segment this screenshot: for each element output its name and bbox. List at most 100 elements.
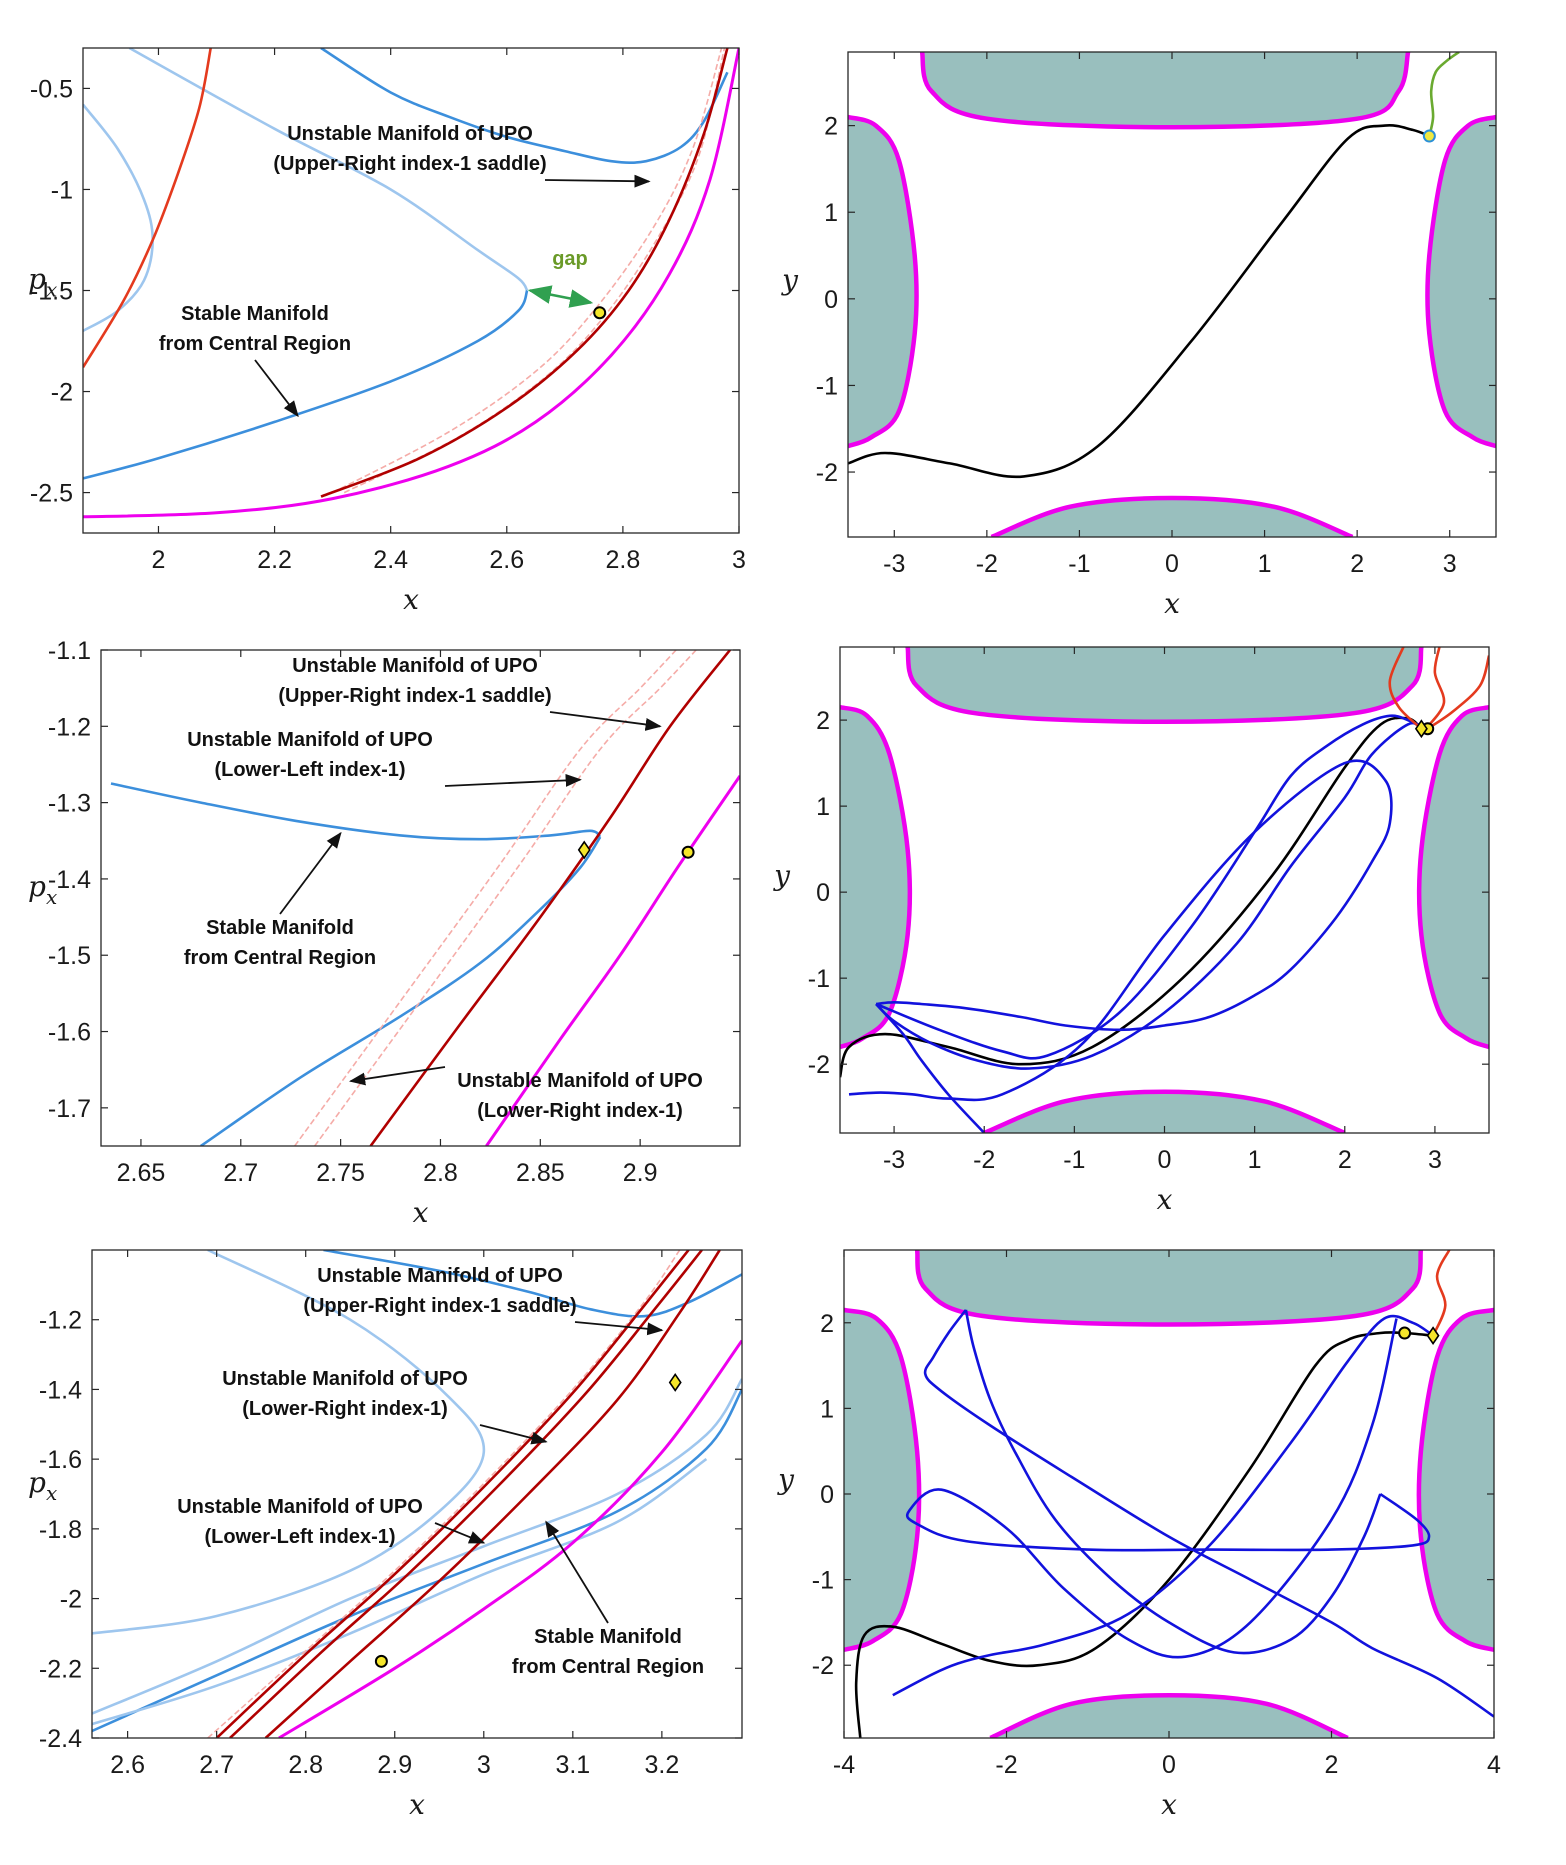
- series-line-orbit-2: [875, 721, 1425, 1070]
- x-tick-label: -1: [1068, 550, 1090, 578]
- y-tick-label: -2: [808, 1051, 830, 1079]
- y-tick-label: -1.4: [48, 866, 91, 894]
- x-tick-label: 3.1: [555, 1751, 590, 1779]
- x-tick-label: 1: [1248, 1146, 1262, 1174]
- annotation-arrow-icon: [574, 1321, 664, 1336]
- energy-boundary-bottom: [990, 495, 1354, 537]
- forbidden-region-right: [1418, 1309, 1494, 1650]
- chart-row1-right: -3 -2 -1 0 1 2 3 2 1 0 -1 -2 x y: [780, 51, 1497, 620]
- y-tick-label: 2: [820, 1310, 834, 1338]
- series-line-stable-left-arc: [83, 103, 155, 333]
- series-line-energy-boundary: [485, 775, 740, 1146]
- y-tick-label: -1.6: [48, 1019, 91, 1047]
- y-tick-label: -1.3: [48, 790, 91, 818]
- forbidden-region-bottom: [991, 498, 1353, 537]
- y-tick-label: -1.6: [39, 1446, 82, 1474]
- series-line-stable-bottom: [200, 836, 602, 1146]
- energy-boundary-top: [905, 647, 1424, 725]
- diamond-marker-icon: [668, 1373, 682, 1392]
- chart-row3-left: 2.6 2.7 2.8 2.9 3 3.1 3.2 -1.2 -1.4 -1.6 -1.8 -2 -2.…: [28, 1249, 743, 1821]
- circle-marker-icon: [1422, 129, 1436, 143]
- x-tick-label: 2.75: [316, 1159, 365, 1187]
- x-tick-label: 2.9: [623, 1159, 658, 1187]
- x-tick-label: -3: [883, 1146, 905, 1174]
- annotation-label: Unstable Manifold of UPO (Upper-Right ind…: [278, 655, 551, 707]
- y-tick-label: -2: [60, 1586, 82, 1614]
- energy-boundary-top: [914, 1250, 1424, 1327]
- y-tick-label: -2: [51, 379, 73, 407]
- series-line-orbit-1: [848, 759, 1393, 1102]
- series-line-stable-top-arc: [323, 1250, 742, 1318]
- series-line-stable-tongue-top: [128, 48, 529, 292]
- series-line-unstable-1: [1388, 647, 1423, 730]
- x-tick-label: 0: [1162, 1751, 1176, 1779]
- annotation-arrow-icon: [444, 773, 582, 787]
- x-tick-label: 2.4: [373, 546, 408, 574]
- chart-row1-left: 2 2.2 2.4 2.6 2.8 3 -0.5 -1 -1.5 -2 -2.5 x px Unstabl…: [28, 47, 746, 616]
- y-tick-label: 1: [816, 793, 830, 821]
- x-tick-label: 1: [1258, 550, 1272, 578]
- series-line-unstable-2: [1424, 647, 1446, 730]
- x-tick-label: 2.6: [489, 546, 524, 574]
- diamond-marker-icon: [577, 840, 591, 860]
- y-tick-label: 0: [824, 286, 838, 314]
- x-axis-label: x: [413, 1196, 429, 1229]
- series-line-unstable-light-1: [294, 650, 677, 1146]
- series-line-trajectory: [848, 124, 1430, 479]
- y-tick-label: -1.5: [48, 942, 91, 970]
- series-line-orbit-2: [923, 1309, 1494, 1718]
- annotation-label: Stable Manifold from Central Region: [184, 917, 376, 969]
- forbidden-region-top: [907, 647, 1422, 722]
- gap-double-arrow-icon: [527, 285, 594, 308]
- series-line-stable-tongue-bottom: [83, 290, 529, 480]
- annotation-label: Unstable Manifold of UPO (Upper-Right ind…: [303, 1265, 576, 1317]
- energy-boundary-top: [919, 52, 1411, 130]
- x-tick-label: 2.7: [199, 1751, 234, 1779]
- plot-area: [110, 650, 740, 1146]
- annotation-arrow-icon: [545, 1520, 609, 1624]
- x-tick-label: 3.2: [644, 1751, 679, 1779]
- series-line-orbit-1: [892, 1314, 1434, 1697]
- annotation-label: Unstable Manifold of UPO (Lower-Left inde…: [187, 729, 433, 781]
- x-tick-label: 2.2: [257, 546, 292, 574]
- x-tick-label: 3: [1443, 550, 1457, 578]
- forbidden-region-left: [844, 1309, 920, 1650]
- forbidden-region-left: [848, 117, 917, 447]
- energy-boundary-right: [1416, 1307, 1494, 1652]
- series-line-unstable-3: [1426, 655, 1489, 730]
- series-line-trajectory: [854, 1331, 1434, 1738]
- y-tick-label: 2: [824, 113, 838, 141]
- forbidden-region-left: [840, 707, 910, 1047]
- annotation-arrow-icon: [279, 831, 342, 915]
- axes-box: [100, 649, 741, 1147]
- series-line-unstable-light-1: [332, 48, 723, 494]
- series-line-orbit-4: [875, 714, 1425, 1060]
- energy-boundary-right: [1416, 705, 1489, 1050]
- y-tick-label: -1.4: [39, 1376, 82, 1404]
- energy-boundary-left: [844, 1307, 922, 1652]
- series-line-unstable-3: [264, 1250, 721, 1738]
- x-axis-label: x: [409, 1788, 425, 1821]
- y-tick-label: -2.4: [39, 1725, 82, 1753]
- x-tick-label: -4: [833, 1751, 855, 1779]
- y-tick-label: 0: [816, 879, 830, 907]
- x-tick-label: -2: [973, 1146, 995, 1174]
- annotation-arrow-icon: [434, 1522, 486, 1544]
- circle-marker-icon: [1398, 1326, 1412, 1340]
- annotation-arrow-icon: [544, 174, 651, 188]
- series-line-stable-top: [110, 782, 602, 841]
- x-axis-label: x: [1161, 1788, 1177, 1821]
- y-tick-label: -0.5: [30, 75, 73, 103]
- energy-boundary-bottom: [983, 1089, 1346, 1133]
- annotation-label: Unstable Manifold of UPO (Lower-Right ind…: [222, 1368, 468, 1420]
- axes-box: [82, 47, 740, 534]
- x-tick-label: -2: [995, 1751, 1017, 1779]
- series-line-unstable-left: [83, 48, 212, 368]
- y-tick-label: 2: [816, 707, 830, 735]
- forbidden-region-right: [1419, 707, 1489, 1047]
- y-tick-label: -1.2: [39, 1307, 82, 1335]
- x-axis-label: x: [1157, 1183, 1173, 1216]
- annotation-label: Stable Manifold from Central Region: [512, 1626, 704, 1678]
- energy-boundary-right: [1425, 114, 1496, 449]
- series-line-unstable-2: [229, 1250, 703, 1738]
